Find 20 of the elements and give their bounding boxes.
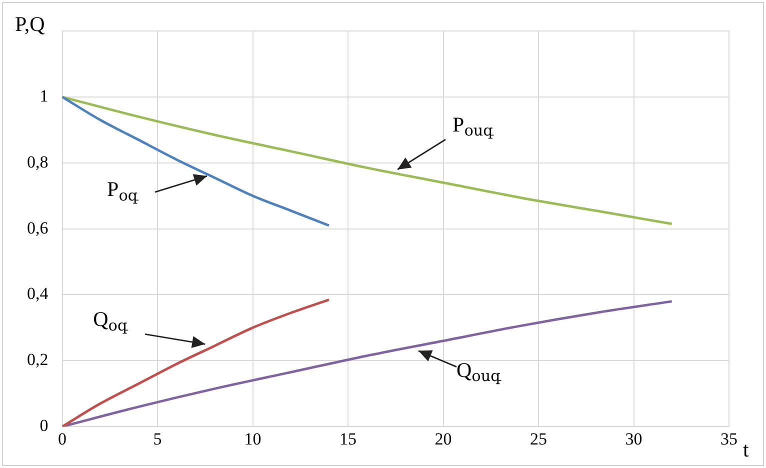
y-tick-label: 0,6 xyxy=(27,218,48,238)
x-tick-label: 15 xyxy=(340,429,356,448)
y-tick-label: 0,2 xyxy=(27,350,48,370)
y-tick-label: 0 xyxy=(40,416,48,436)
x-tick-label: 30 xyxy=(625,429,642,448)
x-tick-label: 10 xyxy=(244,429,262,448)
x-axis-title: t xyxy=(743,438,749,462)
line-series xyxy=(62,300,674,427)
y-tick-label: 0,4 xyxy=(27,284,49,304)
x-tick-label: 0 xyxy=(58,429,66,448)
x-tick-label: 5 xyxy=(153,429,162,448)
y-tick-label: 0,8 xyxy=(27,152,48,172)
y-tick-label: 1 xyxy=(40,86,48,106)
line-series xyxy=(62,96,330,227)
x-tick-label: 25 xyxy=(530,429,547,448)
x-tick-label: 35 xyxy=(720,429,738,448)
line-series xyxy=(62,298,330,427)
line-series xyxy=(62,96,674,226)
y-axis-title: P,Q xyxy=(15,12,45,36)
x-tick-label: 20 xyxy=(434,429,452,448)
